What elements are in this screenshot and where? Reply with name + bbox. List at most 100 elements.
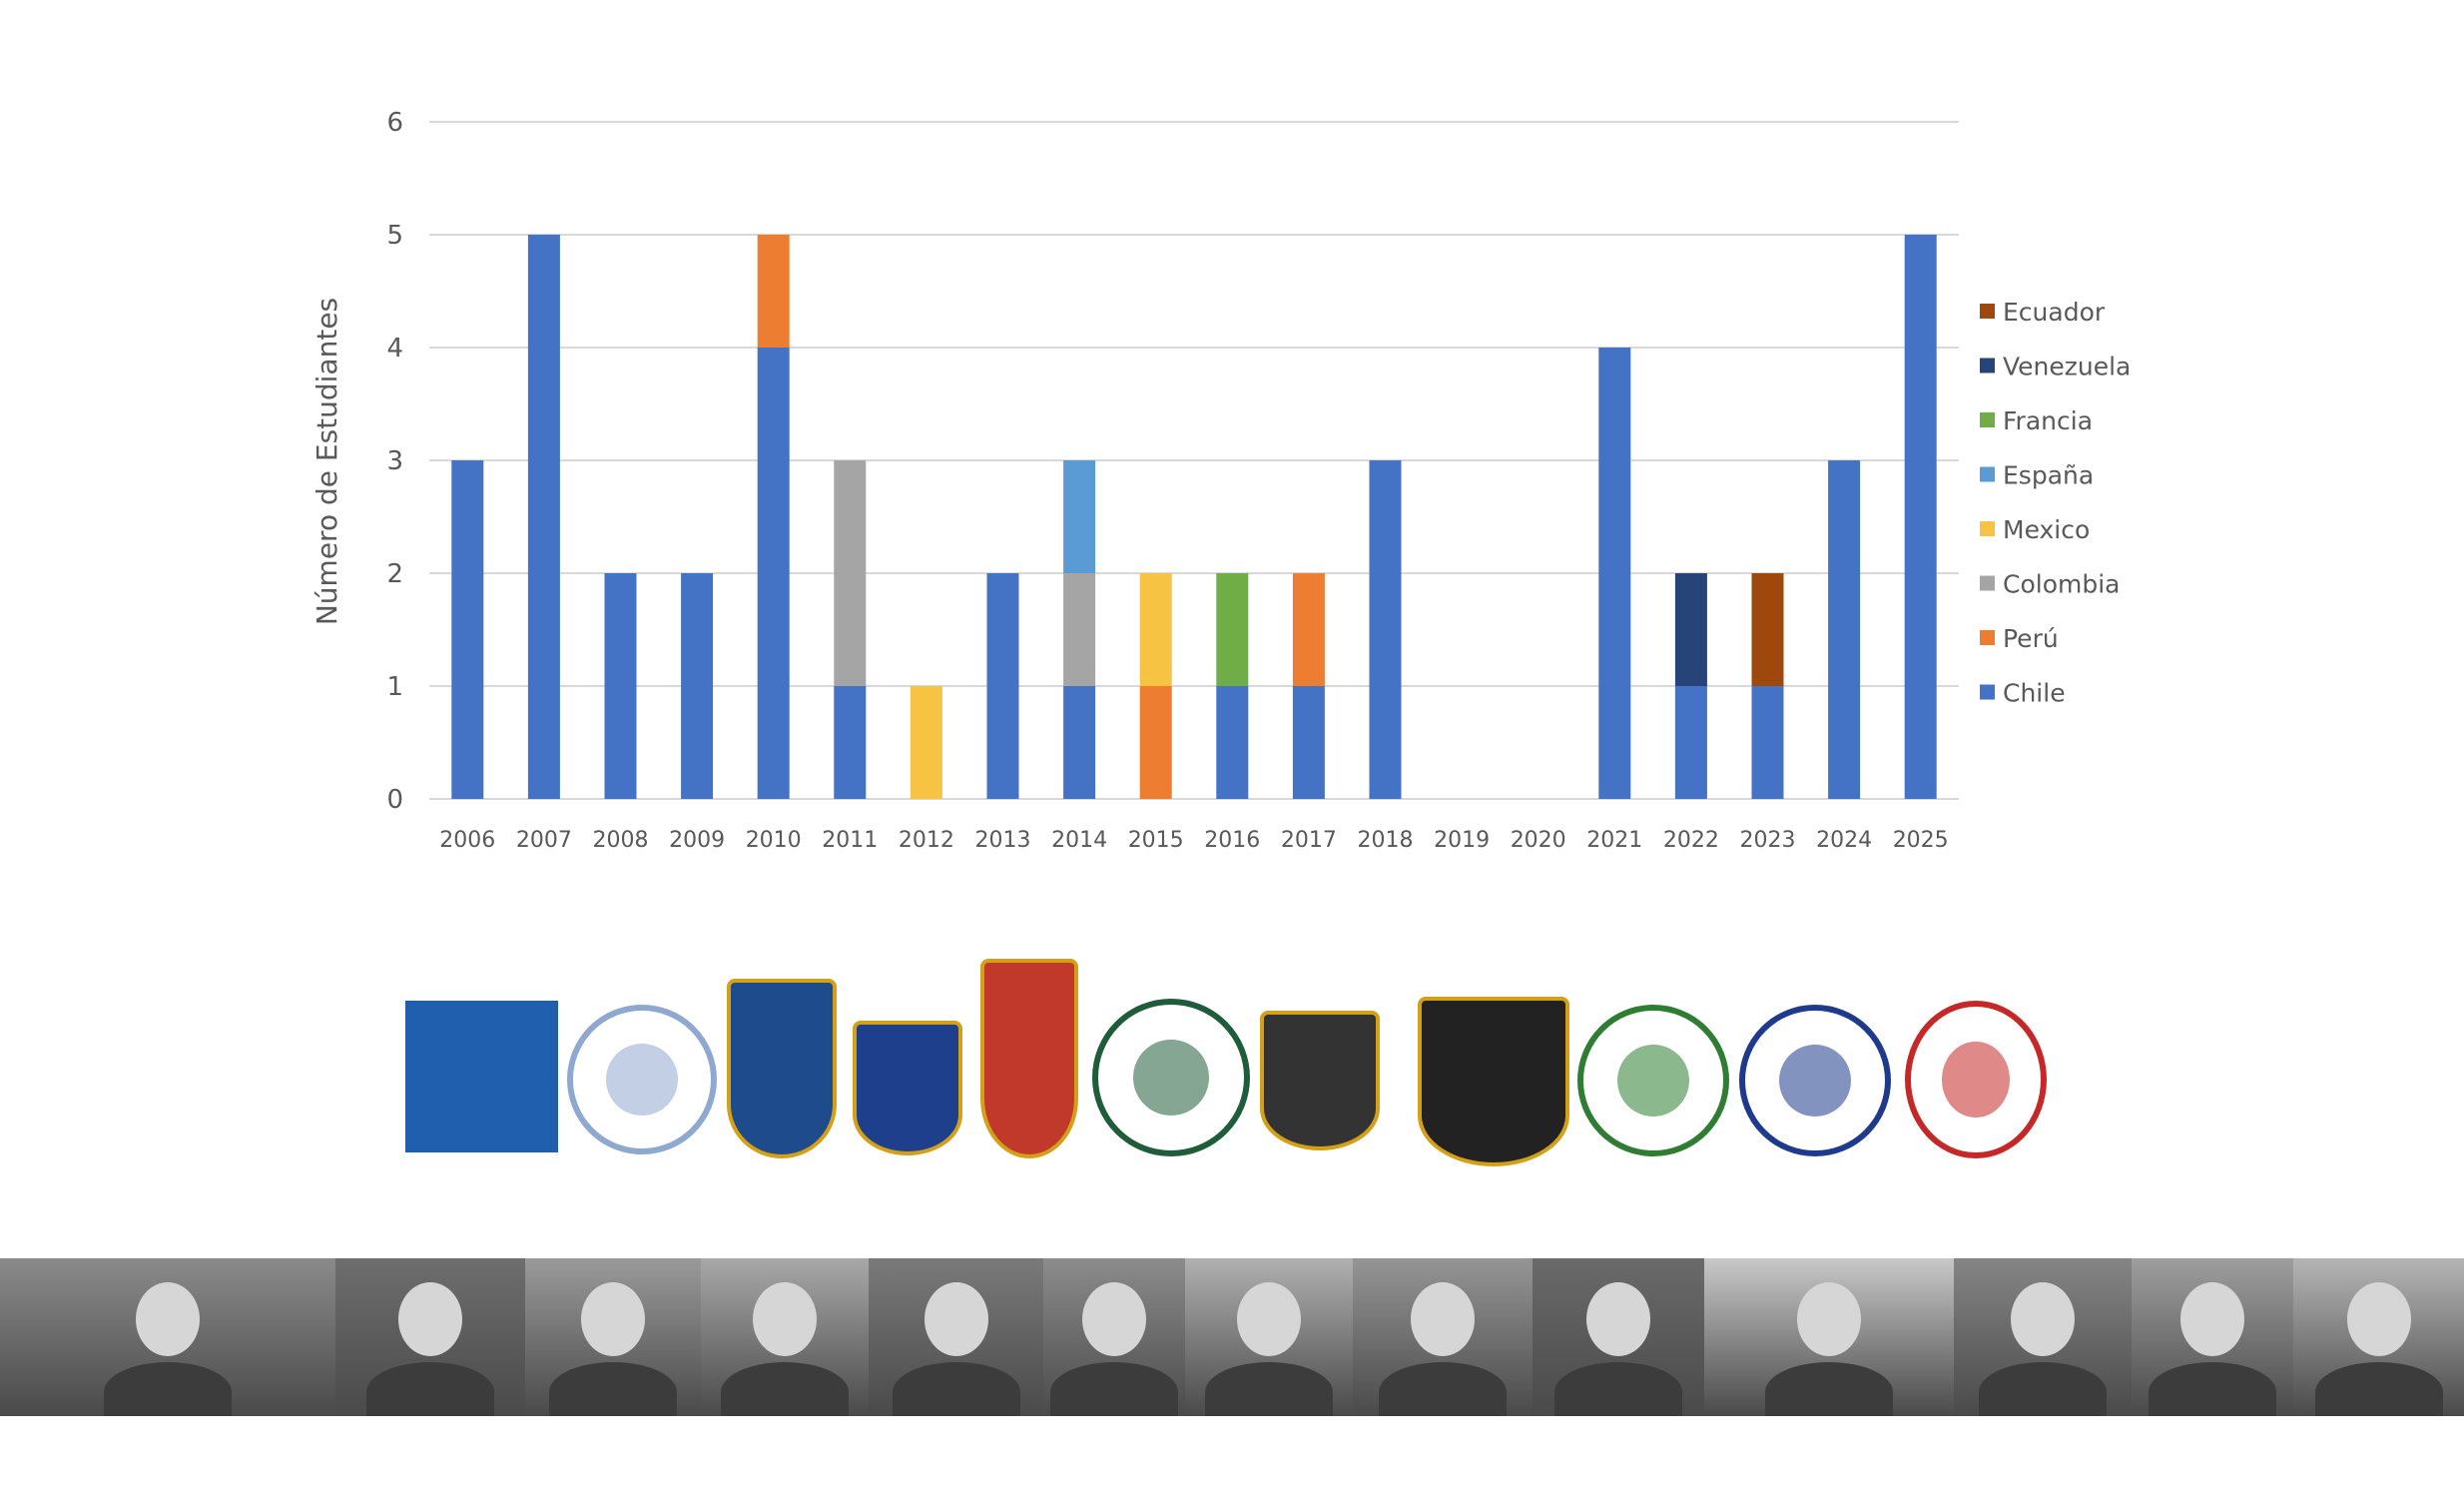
legend-swatch-francia	[1980, 412, 1995, 427]
bar-2007-chile	[527, 235, 560, 799]
person-silhouette-body	[1205, 1362, 1333, 1416]
bar-2011-colombia	[834, 460, 867, 686]
x-tick-label: 2024	[1816, 828, 1872, 853]
x-axis-ticks: 2006 2007 2008 2009 2010 2011 2012 2013 2014 2015…	[439, 828, 1948, 853]
photo-student-cap	[1185, 1258, 1353, 1416]
x-tick-label: 2009	[669, 828, 725, 853]
bar-2011-chile	[834, 686, 867, 799]
person-silhouette-body	[2149, 1362, 2276, 1416]
person-silhouette-head	[1797, 1282, 1861, 1356]
legend-swatch-españa	[1980, 466, 1995, 482]
logo-emblem	[1133, 1040, 1209, 1116]
photo-student-glasses	[869, 1258, 1043, 1416]
photo-group-meeting	[0, 1258, 335, 1416]
bar-2023-chile	[1751, 686, 1784, 799]
bar-2010-chile	[757, 348, 790, 799]
person-silhouette-body	[721, 1362, 849, 1416]
legend-label-chile: Chile	[2003, 679, 2066, 708]
bar-2008-chile	[604, 573, 637, 799]
bar-2009-chile	[681, 573, 714, 799]
bar-2024-chile	[1828, 460, 1861, 799]
legend-label-venezuela: Venezuela	[2003, 353, 2131, 381]
logo-emblem	[1778, 1044, 1852, 1118]
legend-swatch-chile	[1980, 684, 1995, 700]
bar-2014-colombia	[1063, 573, 1096, 686]
person-silhouette-body	[1979, 1362, 2107, 1416]
bar-2016-francia	[1216, 573, 1249, 686]
person-silhouette-head	[398, 1282, 462, 1356]
x-tick-label: 2014	[1051, 828, 1107, 853]
legend: Ecuador Venezuela Francia España Mexico Colom…	[1980, 298, 2131, 708]
photo-students-certificates	[525, 1258, 701, 1416]
bar-2018-chile	[1369, 460, 1402, 799]
x-tick-label: 2021	[1586, 828, 1642, 853]
y-axis-label: Número de Estudiantes	[310, 298, 343, 625]
universidad-de-chile-star-logo	[727, 979, 837, 1158]
bar-2021-chile	[1598, 348, 1631, 799]
y-tick-label: 0	[386, 785, 403, 815]
person-silhouette-head	[581, 1282, 645, 1356]
person-silhouette-head	[2011, 1282, 2075, 1356]
legend-label-mexico: Mexico	[2003, 515, 2090, 544]
bar-2015-perú	[1139, 686, 1172, 799]
person-silhouette-body	[549, 1362, 677, 1416]
photo-professor-woman	[1954, 1258, 2132, 1416]
x-tick-label: 2023	[1740, 828, 1796, 853]
photo-student-glasses-woman	[1353, 1258, 1533, 1416]
legend-label-colombia: Colombia	[2003, 570, 2120, 599]
universidad-de-bogota-jorge-tadeo-lozano-logo	[1739, 1005, 1891, 1156]
universidad-andres-bello-logo	[1905, 1001, 2047, 1158]
y-axis-ticks: 0 1 2 3 4 5 6	[386, 108, 403, 815]
universidad-de-concepcion-logo	[853, 1021, 962, 1155]
person-silhouette-body	[1379, 1362, 1507, 1416]
universidad-de-antofagasta-logo	[405, 1001, 558, 1152]
legend-swatch-mexico	[1980, 521, 1995, 536]
legend-label-francia: Francia	[2003, 406, 2093, 435]
universidad-austral-de-chile-logo	[1260, 1011, 1380, 1150]
bar-2017-chile	[1292, 686, 1325, 799]
x-tick-label: 2008	[593, 828, 649, 853]
person-silhouette-body	[366, 1362, 494, 1416]
x-tick-label: 2022	[1663, 828, 1719, 853]
legend-swatch-perú	[1980, 630, 1995, 645]
legend-label-ecuador: Ecuador	[2003, 298, 2106, 327]
photo-student-headphones	[335, 1258, 525, 1416]
bar-2006-chile	[451, 460, 484, 799]
legend-swatch-venezuela	[1980, 358, 1995, 374]
university-logos	[0, 949, 2464, 1178]
y-tick-label: 2	[386, 559, 403, 589]
x-tick-label: 2019	[1434, 828, 1490, 853]
person-silhouette-body	[1050, 1362, 1178, 1416]
person-silhouette-head	[1411, 1282, 1475, 1356]
bars	[451, 235, 1937, 799]
person-silhouette-head	[1586, 1282, 1650, 1356]
bar-2015-mexico	[1139, 573, 1172, 686]
bar-2010-perú	[757, 235, 790, 348]
universidad-catolica-del-norte-logo	[567, 1005, 717, 1154]
y-tick-label: 6	[386, 108, 403, 138]
bar-2025-chile	[1904, 235, 1937, 799]
person-silhouette-head	[753, 1282, 817, 1356]
universidad-jose-eduardo-dos-santos-logo	[1418, 997, 1569, 1166]
person-silhouette-head	[1082, 1282, 1146, 1356]
bar-2012-mexico	[910, 686, 942, 799]
legend-label-españa: España	[2003, 461, 2094, 490]
x-tick-label: 2013	[975, 828, 1031, 853]
bar-2022-chile	[1674, 686, 1707, 799]
x-tick-label: 2006	[439, 828, 495, 853]
x-tick-label: 2016	[1204, 828, 1260, 853]
universidad-santo-tomas-logo	[1092, 999, 1250, 1156]
x-tick-label: 2011	[822, 828, 878, 853]
y-tick-label: 1	[386, 672, 403, 702]
bar-2022-venezuela	[1674, 573, 1707, 686]
bar-2013-chile	[986, 573, 1019, 799]
y-tick-label: 4	[386, 334, 403, 364]
logo-emblem	[1942, 1042, 2010, 1118]
person-silhouette-head	[136, 1282, 200, 1356]
universidad-central-de-venezuela-logo	[1577, 1005, 1729, 1156]
photo-presentation-magister-ecologia	[1704, 1258, 1954, 1416]
photo-student-smiling	[1043, 1258, 1185, 1416]
x-tick-label: 2012	[899, 828, 954, 853]
photo-student-lab	[1533, 1258, 1704, 1416]
bar-2023-ecuador	[1751, 573, 1784, 686]
